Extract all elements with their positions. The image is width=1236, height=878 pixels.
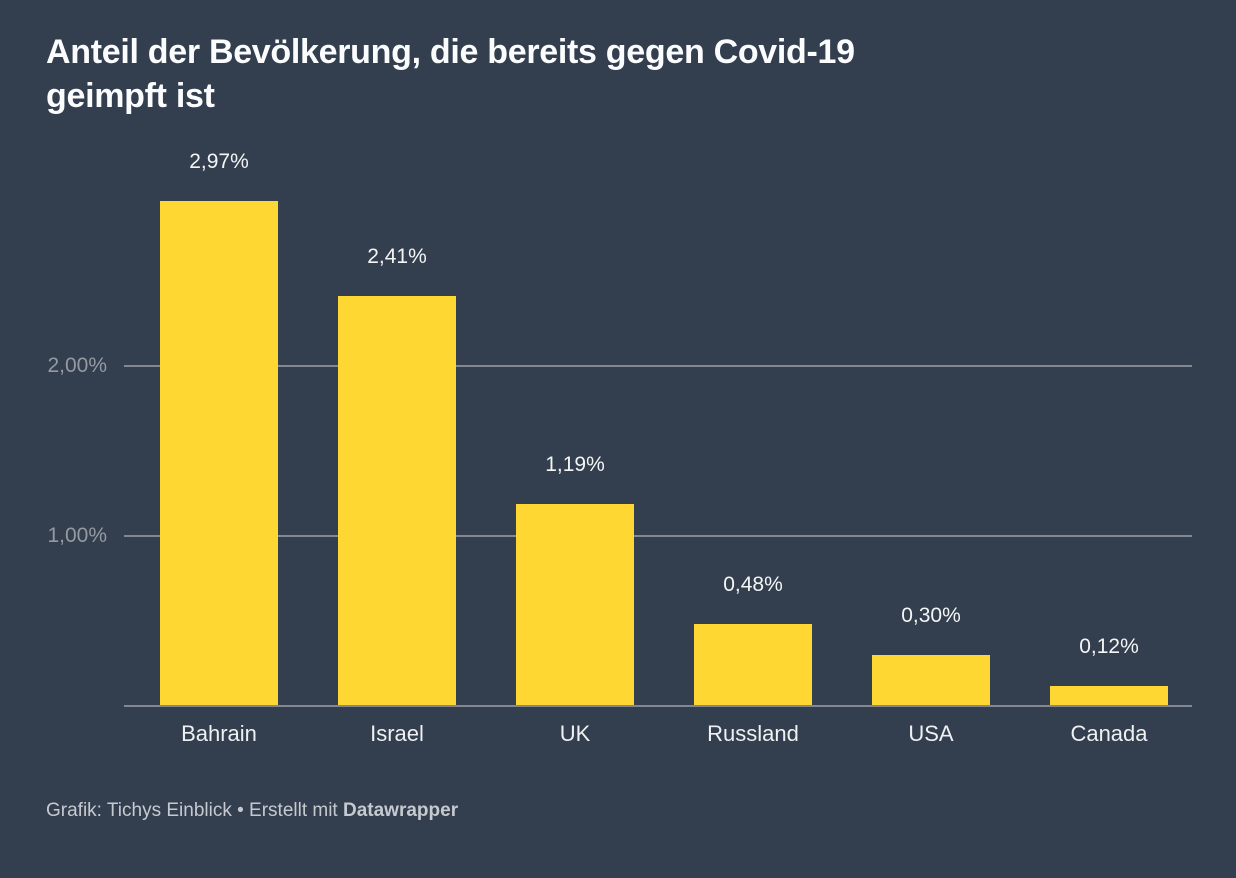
gridline xyxy=(124,365,1192,367)
category-label: Canada xyxy=(1070,721,1148,746)
bar xyxy=(338,296,456,706)
category-label: Russland xyxy=(707,721,799,746)
bar xyxy=(1050,686,1168,706)
bar-value-label: 0,48% xyxy=(723,573,783,596)
chart-title-line1: Anteil der Bevölkerung, die bereits gege… xyxy=(46,33,855,71)
footer-source-text: Grafik: Tichys Einblick • Erstellt mit xyxy=(46,800,343,821)
footer-attribution: Grafik: Tichys Einblick • Erstellt mit D… xyxy=(46,799,458,823)
bar xyxy=(872,655,990,706)
y-axis-tick-label: 1,00% xyxy=(47,524,107,547)
category-label: USA xyxy=(908,721,954,746)
category-label: Israel xyxy=(370,721,424,746)
category-label: UK xyxy=(559,721,591,746)
bar-value-label: 2,41% xyxy=(367,245,427,268)
chart-title-line2: geimpft ist xyxy=(46,77,215,115)
bar xyxy=(694,624,812,706)
x-axis-line xyxy=(124,705,1192,707)
y-axis-tick-label: 2,00% xyxy=(47,354,107,377)
gridline xyxy=(124,535,1192,537)
bar-value-label: 0,30% xyxy=(901,604,961,627)
bar-value-label: 1,19% xyxy=(545,453,605,476)
bar xyxy=(160,201,278,706)
bar-value-label: 0,12% xyxy=(1079,635,1139,658)
category-label: Bahrain xyxy=(181,721,257,746)
bar xyxy=(516,504,634,706)
chart-title: Anteil der Bevölkerung, die bereits gege… xyxy=(46,30,1106,118)
bar-value-label: 2,97% xyxy=(189,150,249,173)
footer-brand-text: Datawrapper xyxy=(343,800,459,821)
